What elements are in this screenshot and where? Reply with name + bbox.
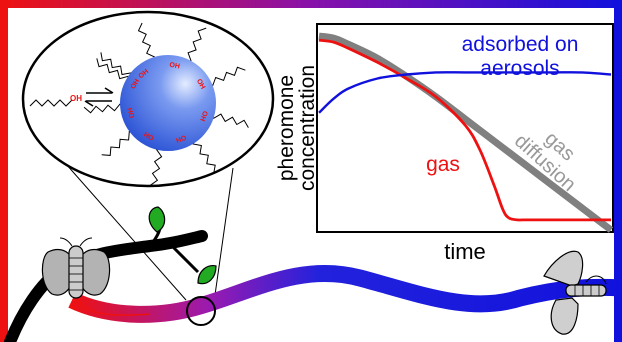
series-line-gas (318, 38, 611, 222)
plot-series (318, 32, 614, 233)
series-label-adsorbed-line1: adsorbed on (462, 33, 579, 56)
free-pheromone-molecule: OH (29, 94, 82, 107)
series-label-adsorbed-line2: aerosols (480, 57, 559, 80)
alkyl-tail (83, 103, 127, 114)
aerosol-particle (120, 55, 216, 151)
alkyl-tail (192, 135, 216, 174)
female-moth-icon (41, 237, 111, 299)
y-axis-label-line1: pheromone (275, 75, 298, 181)
chart-panel: adsorbed on aerosols gas gas diffusion p… (275, 23, 614, 264)
zoom-line-right (213, 167, 234, 303)
alkyl-tail (137, 22, 156, 65)
leaf-icon (197, 265, 217, 285)
alkyl-tail (182, 27, 207, 65)
magnifier-circle (186, 296, 216, 326)
frame-right (614, 0, 622, 342)
series-label-gas: gas (426, 153, 460, 176)
equilibrium-arrows-icon (84, 87, 114, 107)
zoom-line-left (65, 163, 187, 301)
male-moth-icon (543, 250, 607, 335)
alkyl-tail (100, 52, 133, 82)
y-axis-label: pheromone concentration (275, 65, 319, 191)
frame-top (0, 0, 622, 8)
aerosol-oh-label: OH (198, 110, 208, 122)
free-molecule-oh-label: OH (70, 94, 82, 103)
aerosol-oh-label: OH (169, 62, 181, 71)
alkyl-tail (101, 131, 138, 156)
alkyl-tail (150, 144, 164, 186)
aerosol-oh-label: OH (143, 130, 156, 141)
alkyl-tail (204, 66, 246, 87)
aerosol-oh-label: OH (127, 107, 136, 119)
free-molecule-chain (29, 99, 73, 107)
aerosol-oh-label: OH (175, 133, 187, 143)
aerosol-tails (83, 22, 249, 186)
aerosol-oh-label: OH (195, 78, 206, 91)
x-axis-label: time (444, 239, 486, 264)
y-axis-label-line2: concentration (296, 65, 319, 191)
series-line-adsorbed-on-aerosols (318, 71, 612, 114)
aerosol-oh-label: OH (130, 78, 141, 91)
pheromone-plume (68, 264, 622, 323)
frame-left (0, 0, 8, 342)
leaf-icon (148, 206, 166, 233)
alkyl-tail (208, 110, 249, 128)
alkyl-tail (96, 58, 131, 85)
